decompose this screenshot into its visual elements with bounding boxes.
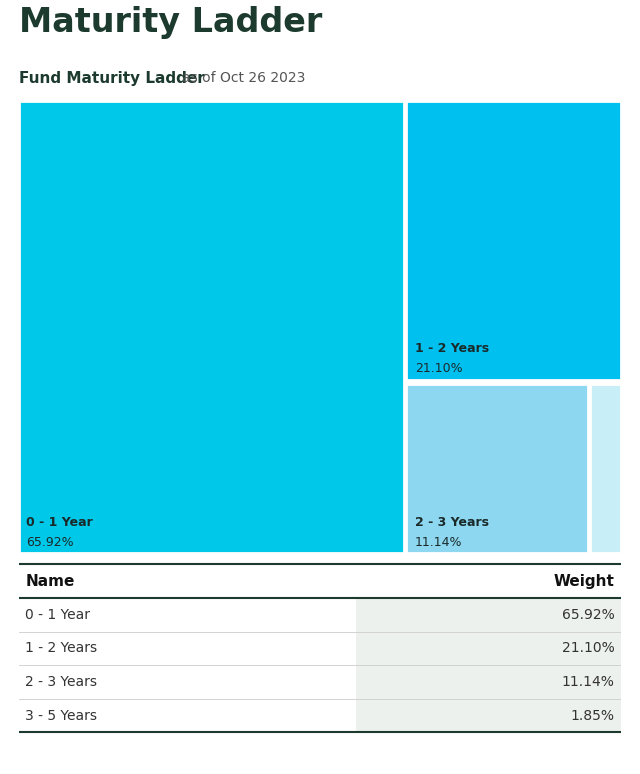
Text: 2 - 3 Years: 2 - 3 Years	[25, 675, 97, 689]
Bar	[356, 632, 621, 665]
Bar	[19, 101, 404, 553]
Text: 1 - 2 Years: 1 - 2 Years	[415, 342, 489, 355]
Bar	[406, 101, 621, 380]
Text: 1.85%: 1.85%	[571, 709, 615, 723]
Text: 21.10%: 21.10%	[415, 362, 463, 375]
Text: 0 - 1 Year: 0 - 1 Year	[25, 608, 90, 622]
Bar	[590, 384, 621, 553]
Text: Maturity Ladder: Maturity Ladder	[19, 6, 323, 39]
Text: 2 - 3 Years: 2 - 3 Years	[415, 515, 489, 529]
Text: Name: Name	[25, 574, 75, 589]
Text: 1 - 2 Years: 1 - 2 Years	[25, 642, 97, 656]
Bar	[406, 384, 588, 553]
Text: 65.92%: 65.92%	[26, 536, 74, 549]
Text: Weight: Weight	[554, 574, 615, 589]
Bar	[356, 699, 621, 732]
Bar	[356, 598, 621, 632]
Text: 21.10%: 21.10%	[562, 642, 615, 656]
Text: 0 - 1 Year: 0 - 1 Year	[26, 515, 93, 529]
Text: as of Oct 26 2023: as of Oct 26 2023	[182, 71, 305, 85]
Bar	[356, 665, 621, 699]
Text: Fund Maturity Ladder: Fund Maturity Ladder	[19, 70, 205, 86]
Text: 65.92%: 65.92%	[562, 608, 615, 622]
Text: 3 - 5 Years: 3 - 5 Years	[25, 709, 97, 723]
Text: 11.14%: 11.14%	[562, 675, 615, 689]
Text: 11.14%: 11.14%	[415, 536, 463, 549]
